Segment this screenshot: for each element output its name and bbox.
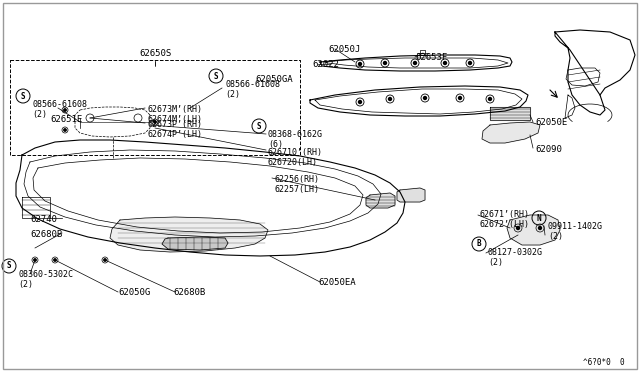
Circle shape xyxy=(424,96,426,99)
Text: 62050E: 62050E xyxy=(535,118,567,127)
Text: 62650S: 62650S xyxy=(139,49,171,58)
Polygon shape xyxy=(507,215,560,245)
Text: 62022: 62022 xyxy=(312,60,339,69)
Text: N: N xyxy=(537,214,541,222)
Polygon shape xyxy=(397,188,425,202)
Circle shape xyxy=(458,96,461,99)
Circle shape xyxy=(413,61,417,64)
Text: 62653F: 62653F xyxy=(415,53,447,62)
Circle shape xyxy=(358,62,362,65)
Circle shape xyxy=(488,97,492,100)
Text: 62050EA: 62050EA xyxy=(318,278,356,287)
Text: S: S xyxy=(214,71,218,80)
Text: 62256(RH)
62257(LH): 62256(RH) 62257(LH) xyxy=(275,175,320,195)
Circle shape xyxy=(54,259,56,261)
Circle shape xyxy=(104,259,106,261)
Text: 08127-0302G
(2): 08127-0302G (2) xyxy=(488,248,543,267)
Text: 62673M’(RH)
62674M’(LH): 62673M’(RH) 62674M’(LH) xyxy=(148,105,203,124)
Circle shape xyxy=(516,227,520,230)
Circle shape xyxy=(538,227,541,230)
Text: 08368-6162G
(6): 08368-6162G (6) xyxy=(268,130,323,150)
Circle shape xyxy=(468,61,472,64)
Polygon shape xyxy=(162,237,228,250)
Text: 62680B: 62680B xyxy=(30,230,62,239)
Text: S: S xyxy=(20,92,26,100)
Text: 08360-5302C
(2): 08360-5302C (2) xyxy=(18,270,73,289)
Text: 62050G: 62050G xyxy=(118,288,150,297)
Circle shape xyxy=(34,259,36,261)
Circle shape xyxy=(388,97,392,100)
Circle shape xyxy=(64,109,66,111)
Text: 62680B: 62680B xyxy=(173,288,205,297)
Polygon shape xyxy=(490,107,530,120)
Text: 62090: 62090 xyxy=(535,145,562,154)
Circle shape xyxy=(358,100,362,103)
Text: B: B xyxy=(477,240,481,248)
Circle shape xyxy=(383,61,387,64)
Text: 08566-61608
(2): 08566-61608 (2) xyxy=(225,80,280,99)
Text: 09911-1402G
(2): 09911-1402G (2) xyxy=(548,222,603,241)
Circle shape xyxy=(154,121,156,123)
Text: 62673P’(RH)
62674P’(LH): 62673P’(RH) 62674P’(LH) xyxy=(148,120,203,140)
Polygon shape xyxy=(110,217,268,252)
Circle shape xyxy=(64,129,66,131)
Text: ^6?0*0  0: ^6?0*0 0 xyxy=(584,358,625,367)
Polygon shape xyxy=(366,193,395,208)
Text: 62651E: 62651E xyxy=(50,115,83,124)
Text: 62050GA: 62050GA xyxy=(255,75,292,84)
Polygon shape xyxy=(482,122,540,143)
Text: S: S xyxy=(6,262,12,270)
Text: 62740: 62740 xyxy=(30,215,57,224)
Text: 62671’(RH)
62672’(LH): 62671’(RH) 62672’(LH) xyxy=(480,210,530,230)
Circle shape xyxy=(444,61,447,64)
Text: 08566-61608
(2): 08566-61608 (2) xyxy=(32,100,87,119)
Text: 626710’(RH)
626720(LH): 626710’(RH) 626720(LH) xyxy=(268,148,323,167)
Text: 62050J: 62050J xyxy=(328,45,360,54)
Text: S: S xyxy=(257,122,261,131)
